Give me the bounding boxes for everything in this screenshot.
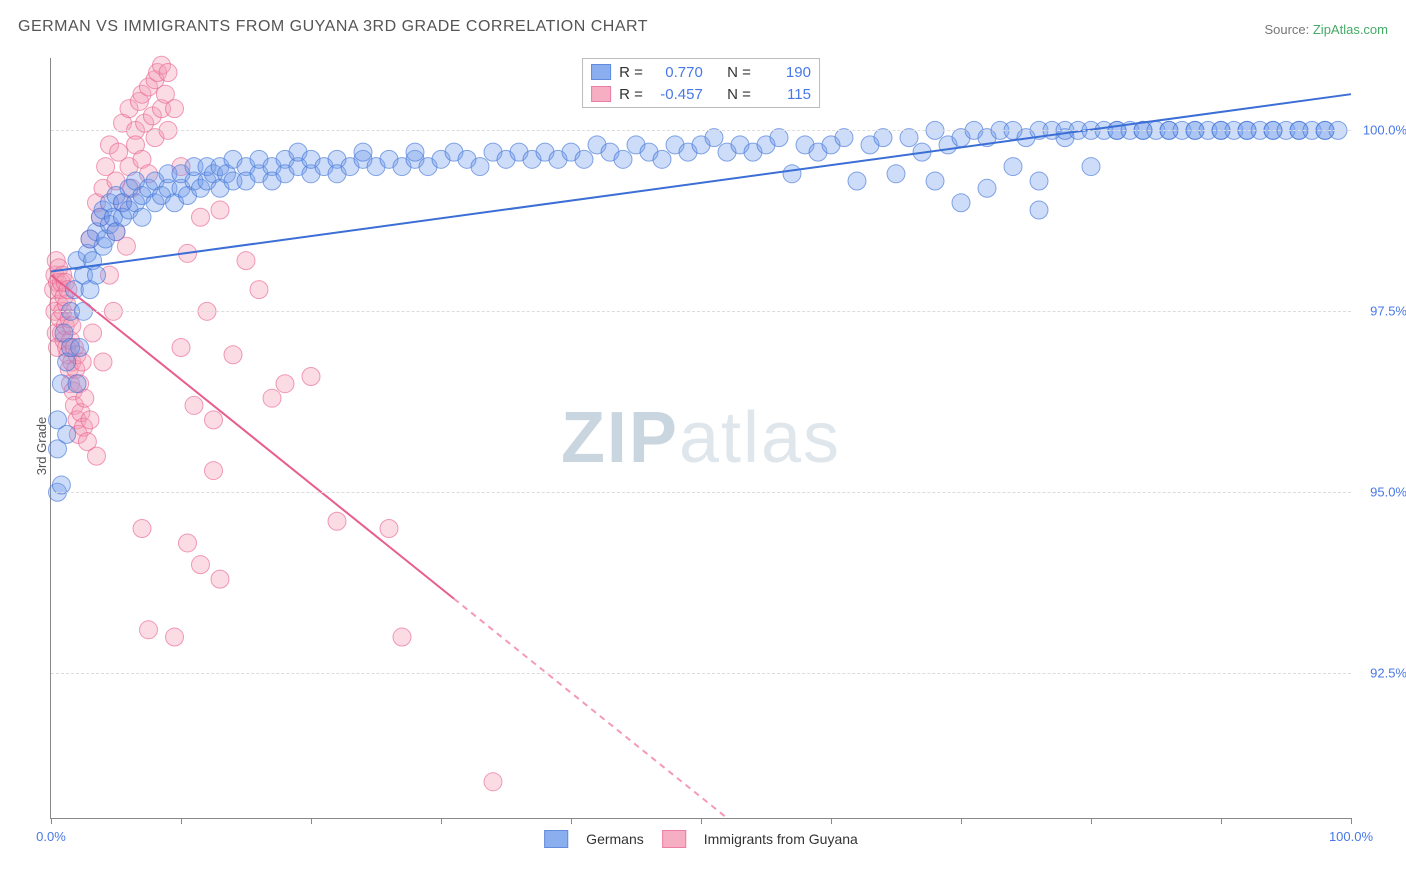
source-attribution: Source: ZipAtlas.com — [1264, 22, 1388, 37]
xtick — [1091, 818, 1092, 824]
scatter-point — [237, 252, 255, 270]
scatter-point — [978, 179, 996, 197]
stats-r-label: R = — [619, 86, 643, 103]
stats-n-label: N = — [727, 86, 751, 103]
xtick — [181, 818, 182, 824]
trend-line — [51, 275, 454, 599]
scatter-svg — [51, 58, 1351, 818]
scatter-point — [84, 324, 102, 342]
scatter-point — [88, 447, 106, 465]
scatter-point — [71, 339, 89, 357]
ytick-label: 100.0% — [1357, 123, 1406, 138]
xtick-label: 0.0% — [36, 829, 66, 844]
scatter-point — [406, 143, 424, 161]
scatter-point — [484, 773, 502, 791]
scatter-point — [328, 512, 346, 530]
gridline — [51, 130, 1351, 131]
scatter-point — [263, 389, 281, 407]
swatch-guyana — [591, 86, 611, 102]
scatter-point — [205, 462, 223, 480]
legend: Germans Immigrants from Guyana — [544, 830, 858, 848]
source-link[interactable]: ZipAtlas.com — [1313, 22, 1388, 37]
scatter-point — [192, 556, 210, 574]
scatter-point — [140, 621, 158, 639]
gridline — [51, 311, 1351, 312]
scatter-point — [952, 194, 970, 212]
scatter-point — [133, 519, 151, 537]
scatter-point — [783, 165, 801, 183]
chart-title: GERMAN VS IMMIGRANTS FROM GUYANA 3RD GRA… — [18, 18, 648, 36]
scatter-point — [653, 150, 671, 168]
xtick — [51, 818, 52, 824]
scatter-point — [166, 100, 184, 118]
scatter-point — [1030, 172, 1048, 190]
xtick-label: 100.0% — [1329, 829, 1373, 844]
scatter-point — [614, 150, 632, 168]
y-axis-label: 3rd Grade — [34, 417, 49, 476]
swatch-germans — [591, 64, 611, 80]
xtick — [441, 818, 442, 824]
stats-box: R = 0.770 N = 190 R = -0.457 N = 115 — [582, 58, 820, 108]
stats-n-label: N = — [727, 64, 751, 81]
source-prefix: Source: — [1264, 22, 1312, 37]
scatter-point — [205, 411, 223, 429]
scatter-point — [211, 201, 229, 219]
scatter-point — [393, 628, 411, 646]
legend-label-guyana: Immigrants from Guyana — [704, 831, 858, 847]
scatter-point — [88, 266, 106, 284]
stats-n-guyana: 115 — [759, 86, 811, 103]
scatter-point — [94, 353, 112, 371]
gridline — [51, 492, 1351, 493]
scatter-point — [211, 570, 229, 588]
xtick — [701, 818, 702, 824]
plot-area: ZIPatlas R = 0.770 N = 190 R = -0.457 N … — [50, 58, 1351, 819]
gridline — [51, 673, 1351, 674]
legend-swatch-germans — [544, 830, 568, 848]
scatter-point — [887, 165, 905, 183]
scatter-point — [250, 281, 268, 299]
xtick — [961, 818, 962, 824]
ytick-label: 95.0% — [1357, 485, 1406, 500]
scatter-point — [380, 519, 398, 537]
scatter-point — [354, 143, 372, 161]
xtick — [1221, 818, 1222, 824]
stats-row-guyana: R = -0.457 N = 115 — [591, 83, 811, 105]
scatter-point — [1030, 201, 1048, 219]
stats-r-label: R = — [619, 64, 643, 81]
xtick — [571, 818, 572, 824]
legend-swatch-guyana — [662, 830, 686, 848]
scatter-point — [276, 375, 294, 393]
scatter-point — [185, 396, 203, 414]
stats-n-germans: 190 — [759, 64, 811, 81]
scatter-point — [224, 346, 242, 364]
scatter-point — [1004, 158, 1022, 176]
scatter-point — [848, 172, 866, 190]
scatter-point — [68, 375, 86, 393]
scatter-point — [1082, 158, 1100, 176]
xtick — [831, 818, 832, 824]
scatter-point — [179, 534, 197, 552]
scatter-point — [172, 339, 190, 357]
scatter-point — [133, 208, 151, 226]
scatter-point — [159, 63, 177, 81]
scatter-point — [192, 208, 210, 226]
legend-label-germans: Germans — [586, 831, 644, 847]
ytick-label: 92.5% — [1357, 666, 1406, 681]
scatter-point — [58, 425, 76, 443]
stats-row-germans: R = 0.770 N = 190 — [591, 61, 811, 83]
scatter-point — [926, 172, 944, 190]
scatter-point — [471, 158, 489, 176]
scatter-point — [302, 367, 320, 385]
scatter-point — [81, 411, 99, 429]
stats-r-germans: 0.770 — [651, 64, 703, 81]
scatter-point — [575, 150, 593, 168]
scatter-point — [166, 628, 184, 646]
xtick — [1351, 818, 1352, 824]
xtick — [311, 818, 312, 824]
ytick-label: 97.5% — [1357, 304, 1406, 319]
stats-r-guyana: -0.457 — [651, 86, 703, 103]
